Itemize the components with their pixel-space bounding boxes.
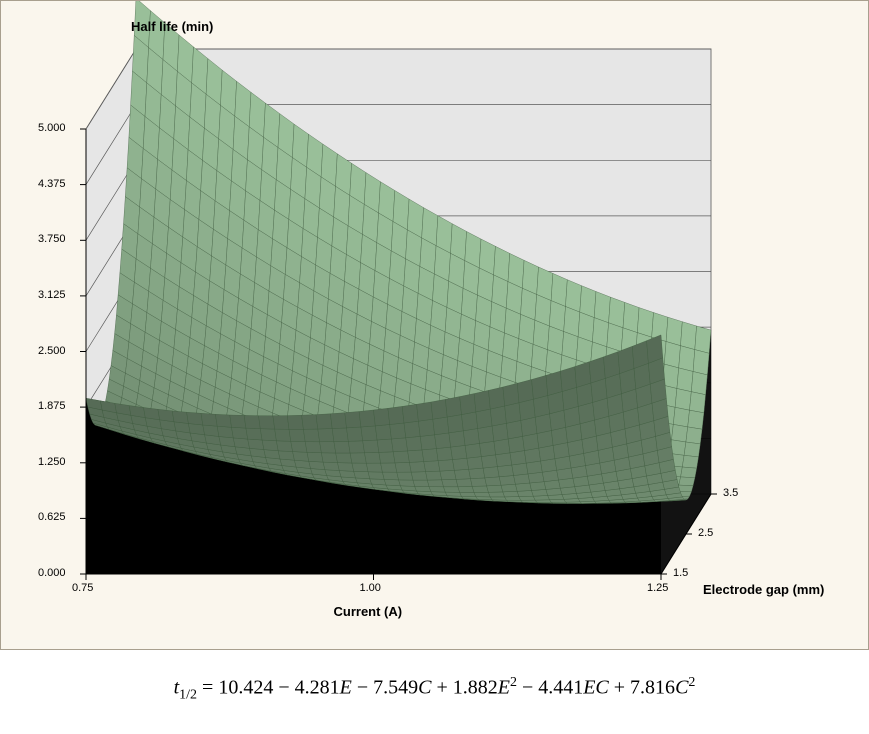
y-tick-0: 1.5 [673, 567, 688, 579]
x-tick-2: 1.25 [647, 582, 668, 594]
eq-t1: − 4.281 [273, 677, 339, 699]
eq-t2: − 7.549 [352, 677, 418, 699]
z-axis-title: Half life (min) [131, 19, 213, 34]
eq-t1v: E [340, 677, 352, 699]
surface-plot-svg [1, 1, 869, 651]
eq-t2v: C [418, 677, 431, 699]
eq-t5: + 7.816 [609, 677, 675, 699]
x-tick-1: 1.00 [360, 582, 381, 594]
plot-background: Half life (min) 5.000 4.375 3.750 3.125 … [0, 0, 869, 650]
z-tick-3: 1.875 [38, 400, 66, 412]
eq-t4: − 4.441 [517, 677, 583, 699]
z-tick-1: 0.625 [38, 511, 66, 523]
y-tick-2: 3.5 [723, 487, 738, 499]
eq-t5p: 2 [688, 675, 695, 690]
z-tick-5: 3.125 [38, 289, 66, 301]
eq-lhs-sub: 1/2 [179, 688, 197, 703]
eq-t3v: E [498, 677, 510, 699]
x-tick-0: 0.75 [72, 582, 93, 594]
z-tick-2: 1.250 [38, 456, 66, 468]
z-tick-4: 2.500 [38, 345, 66, 357]
eq-const: 10.424 [218, 677, 273, 699]
y-tick-1: 2.5 [698, 527, 713, 539]
x-axis-title: Current (A) [334, 604, 403, 619]
eq-t4v: EC [583, 677, 609, 699]
regression-equation: t1/2 = 10.424 − 4.281E − 7.549C + 1.882E… [0, 675, 869, 704]
eq-t3: + 1.882 [431, 677, 497, 699]
z-tick-0: 0.000 [38, 567, 66, 579]
eq-eq: = [197, 677, 218, 699]
figure-container: Half life (min) 5.000 4.375 3.750 3.125 … [0, 0, 869, 734]
eq-t5v: C [675, 677, 688, 699]
z-tick-7: 4.375 [38, 178, 66, 190]
eq-t3p: 2 [510, 675, 517, 690]
z-tick-6: 3.750 [38, 233, 66, 245]
y-axis-title: Electrode gap (mm) [703, 582, 824, 597]
z-tick-8: 5.000 [38, 122, 66, 134]
